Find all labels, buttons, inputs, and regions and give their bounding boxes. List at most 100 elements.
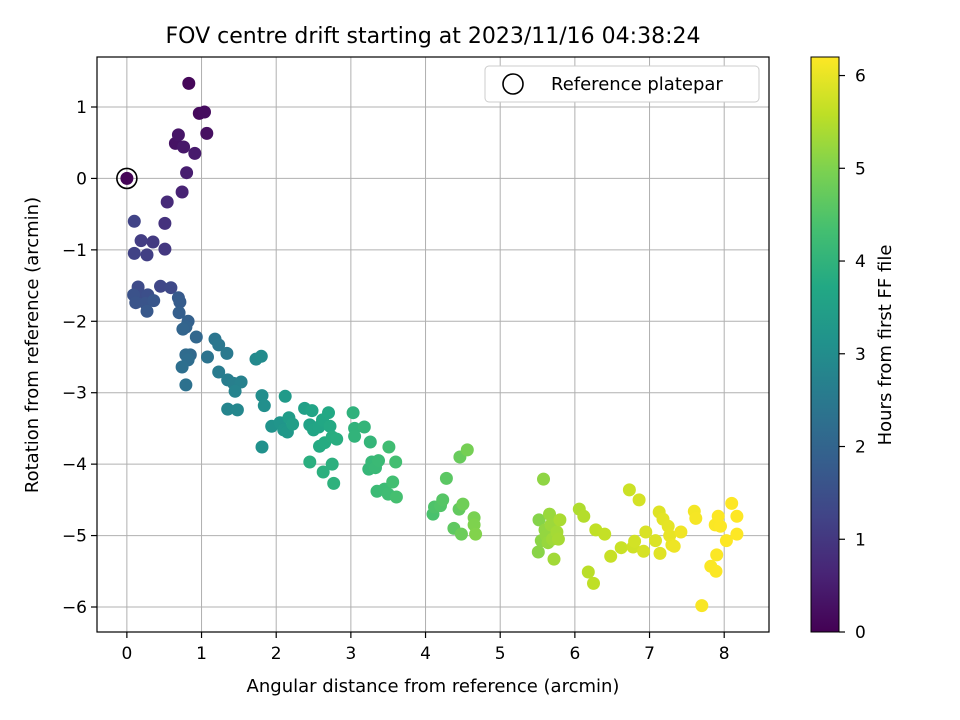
data-point xyxy=(709,564,723,578)
data-point xyxy=(154,279,167,293)
data-point xyxy=(389,455,403,469)
colorbar-tick-label: 5 xyxy=(855,159,866,179)
data-point xyxy=(278,389,292,403)
data-point xyxy=(140,248,154,262)
x-tick-label: 2 xyxy=(271,644,282,664)
data-point xyxy=(714,519,727,533)
data-point xyxy=(357,420,371,434)
axis-ticks: 0 1 2 3 4 5 6 7 8 −6 −5 −4 −3 −2 −1 0 1 xyxy=(62,98,730,664)
data-point xyxy=(386,475,400,489)
data-point xyxy=(346,406,360,420)
data-point xyxy=(175,360,189,374)
colorbar xyxy=(810,56,840,633)
data-point xyxy=(725,496,739,510)
x-tick-label: 0 xyxy=(121,644,132,664)
data-point xyxy=(460,443,474,457)
data-point xyxy=(604,549,618,563)
data-point xyxy=(255,440,269,454)
data-point xyxy=(182,76,196,90)
data-point xyxy=(198,105,211,119)
data-point xyxy=(129,296,143,310)
data-point xyxy=(127,214,141,228)
data-point xyxy=(711,509,725,523)
data-point xyxy=(622,483,636,497)
data-point xyxy=(382,440,396,454)
data-point xyxy=(587,576,600,590)
data-point xyxy=(730,527,744,541)
data-point xyxy=(255,389,269,403)
data-point xyxy=(316,465,330,479)
data-point xyxy=(322,406,335,420)
data-point xyxy=(179,378,193,392)
data-point xyxy=(147,294,161,308)
data-point xyxy=(639,525,653,539)
data-point xyxy=(614,541,628,555)
colorbar-tick-label: 3 xyxy=(855,345,866,365)
y-tick-label: −5 xyxy=(62,527,87,547)
data-point xyxy=(140,304,154,318)
data-point xyxy=(176,322,190,336)
y-tick-label: −1 xyxy=(62,241,87,261)
data-point xyxy=(177,140,191,154)
data-point xyxy=(120,171,134,185)
data-point xyxy=(234,375,248,389)
legend-marker xyxy=(502,73,524,95)
x-tick-label: 4 xyxy=(420,644,431,664)
data-point xyxy=(212,365,226,379)
data-point xyxy=(327,476,341,490)
data-point xyxy=(730,509,744,523)
data-point xyxy=(303,455,317,469)
data-point xyxy=(710,548,724,562)
data-point xyxy=(667,539,681,553)
data-point xyxy=(531,545,545,559)
y-tick-label: −4 xyxy=(62,455,87,475)
data-point xyxy=(230,403,244,417)
x-tick-label: 5 xyxy=(495,644,506,664)
data-point xyxy=(323,419,337,433)
data-point xyxy=(257,399,271,413)
legend-label: Reference platepar xyxy=(551,74,723,95)
data-point xyxy=(325,457,339,471)
data-point xyxy=(134,234,148,248)
data-point xyxy=(171,128,185,142)
data-point xyxy=(180,166,194,180)
data-point xyxy=(200,126,214,140)
y-tick-label: 1 xyxy=(76,98,87,118)
colorbar-tick-label: 6 xyxy=(855,67,866,87)
colorbar-ticks: 0 1 2 3 4 5 6 xyxy=(839,67,866,643)
data-point xyxy=(228,384,242,398)
data-points xyxy=(116,76,744,613)
data-point xyxy=(439,471,453,485)
data-point xyxy=(173,295,187,309)
data-point xyxy=(695,599,709,613)
data-point xyxy=(637,544,651,558)
data-point xyxy=(254,349,268,363)
data-point xyxy=(305,404,319,418)
data-point xyxy=(286,417,300,431)
colorbar-tick-label: 2 xyxy=(855,438,866,458)
data-point xyxy=(164,281,178,295)
data-point xyxy=(189,330,203,344)
legend-box xyxy=(484,65,760,103)
data-point xyxy=(532,513,546,527)
data-point xyxy=(201,350,214,364)
data-point xyxy=(653,546,667,560)
data-point xyxy=(220,346,234,360)
data-point xyxy=(719,534,733,548)
data-point xyxy=(188,146,202,160)
data-point xyxy=(146,235,160,249)
x-tick-label: 3 xyxy=(345,644,356,664)
plot-frame xyxy=(96,56,770,633)
data-point xyxy=(581,565,595,579)
reference-marker xyxy=(116,167,138,190)
data-point xyxy=(469,527,483,541)
data-point xyxy=(348,429,362,443)
y-tick-label: 0 xyxy=(76,169,87,189)
data-point xyxy=(649,534,662,548)
data-point xyxy=(454,527,468,541)
data-point xyxy=(689,511,703,525)
data-point xyxy=(175,185,189,199)
data-point xyxy=(553,513,567,527)
